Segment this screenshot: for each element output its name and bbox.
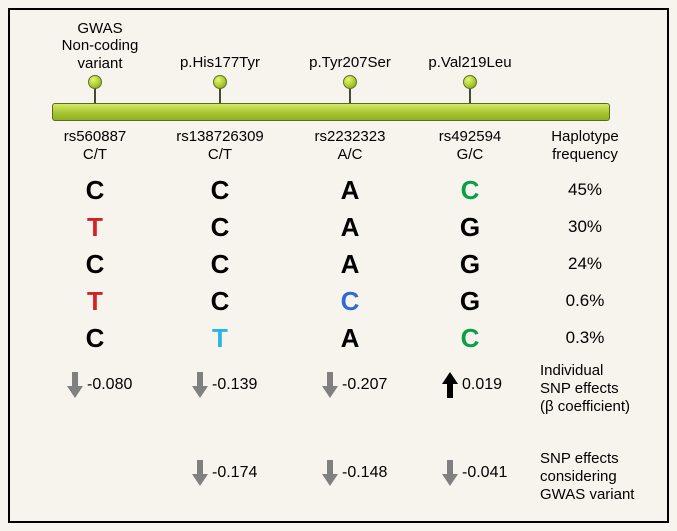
allele-cell: A bbox=[335, 249, 365, 280]
arrow-down-icon bbox=[322, 464, 338, 481]
allele-cell: G bbox=[455, 249, 485, 280]
arrow-up-icon bbox=[442, 376, 458, 393]
allele-cell: A bbox=[335, 323, 365, 354]
rs-alleles: G/C bbox=[457, 146, 484, 163]
allele-cell: C bbox=[205, 249, 235, 280]
allele-cell: C bbox=[335, 286, 365, 317]
effect-value: -0.139 bbox=[208, 376, 257, 393]
rs-label-0: rs560887 C/T bbox=[50, 128, 140, 164]
rs-id: rs560887 bbox=[64, 128, 127, 145]
variant-marker bbox=[463, 75, 477, 103]
effect-value: -0.041 bbox=[458, 464, 507, 481]
effect-conditional-cell: -0.041 bbox=[442, 460, 522, 486]
haplotype-frequency: 45% bbox=[555, 180, 615, 200]
effect-value: -0.148 bbox=[338, 464, 387, 481]
allele-cell: A bbox=[335, 175, 365, 206]
arrow-down-icon bbox=[67, 376, 83, 393]
effect-value: -0.080 bbox=[83, 376, 132, 393]
effect-individual-cell: 0.019 bbox=[442, 372, 522, 398]
top-label-0: GWASNon-codingvariant bbox=[55, 20, 145, 72]
effect-conditional-cell: -0.174 bbox=[192, 460, 272, 486]
rs-alleles: A/C bbox=[337, 146, 362, 163]
effect-value: -0.207 bbox=[338, 376, 387, 393]
variant-marker bbox=[213, 75, 227, 103]
effect-conditional-cell: -0.148 bbox=[322, 460, 402, 486]
haplotype-header: Haplotypefrequency bbox=[540, 128, 630, 164]
allele-cell: A bbox=[335, 212, 365, 243]
allele-cell: C bbox=[80, 323, 110, 354]
rs-label-3: rs492594 G/C bbox=[428, 128, 512, 164]
rs-id: rs2232323 bbox=[315, 128, 386, 145]
variant-marker bbox=[343, 75, 357, 103]
top-label-3: p.Val219Leu bbox=[420, 54, 520, 71]
rs-id: rs492594 bbox=[439, 128, 502, 145]
allele-cell: C bbox=[205, 212, 235, 243]
allele-cell: G bbox=[455, 212, 485, 243]
rs-id: rs138726309 bbox=[176, 128, 264, 145]
rs-label-2: rs2232323 A/C bbox=[302, 128, 398, 164]
allele-cell: T bbox=[80, 286, 110, 317]
effect-individual-cell: -0.139 bbox=[192, 372, 272, 398]
allele-cell: C bbox=[80, 175, 110, 206]
top-label-2: p.Tyr207Ser bbox=[300, 54, 400, 71]
allele-cell: T bbox=[80, 212, 110, 243]
gene-bar bbox=[52, 103, 610, 121]
haplotype-frequency: 24% bbox=[555, 254, 615, 274]
haplotype-frequency: 0.6% bbox=[555, 291, 615, 311]
allele-cell: C bbox=[205, 175, 235, 206]
allele-cell: T bbox=[205, 323, 235, 354]
haplotype-frequency: 30% bbox=[555, 217, 615, 237]
effect-value: 0.019 bbox=[458, 376, 502, 393]
arrow-down-icon bbox=[442, 464, 458, 481]
variant-marker bbox=[88, 75, 102, 103]
allele-cell: C bbox=[80, 249, 110, 280]
rs-alleles: C/T bbox=[83, 146, 107, 163]
rs-label-1: rs138726309 C/T bbox=[168, 128, 272, 164]
arrow-down-icon bbox=[192, 464, 208, 481]
rs-alleles: C/T bbox=[208, 146, 232, 163]
arrow-down-icon bbox=[322, 376, 338, 393]
allele-cell: C bbox=[455, 323, 485, 354]
haplotype-frequency: 0.3% bbox=[555, 328, 615, 348]
allele-cell: C bbox=[455, 175, 485, 206]
arrow-down-icon bbox=[192, 376, 208, 393]
effect-individual-cell: -0.207 bbox=[322, 372, 402, 398]
effects-conditional-label: SNP effectsconsideringGWAS variant bbox=[540, 450, 660, 504]
effect-value: -0.174 bbox=[208, 464, 257, 481]
effect-individual-cell: -0.080 bbox=[67, 372, 147, 398]
allele-cell: C bbox=[205, 286, 235, 317]
allele-cell: G bbox=[455, 286, 485, 317]
effects-individual-label: IndividualSNP effects(β coefficient) bbox=[540, 362, 660, 416]
top-label-1: p.His177Tyr bbox=[170, 54, 270, 71]
